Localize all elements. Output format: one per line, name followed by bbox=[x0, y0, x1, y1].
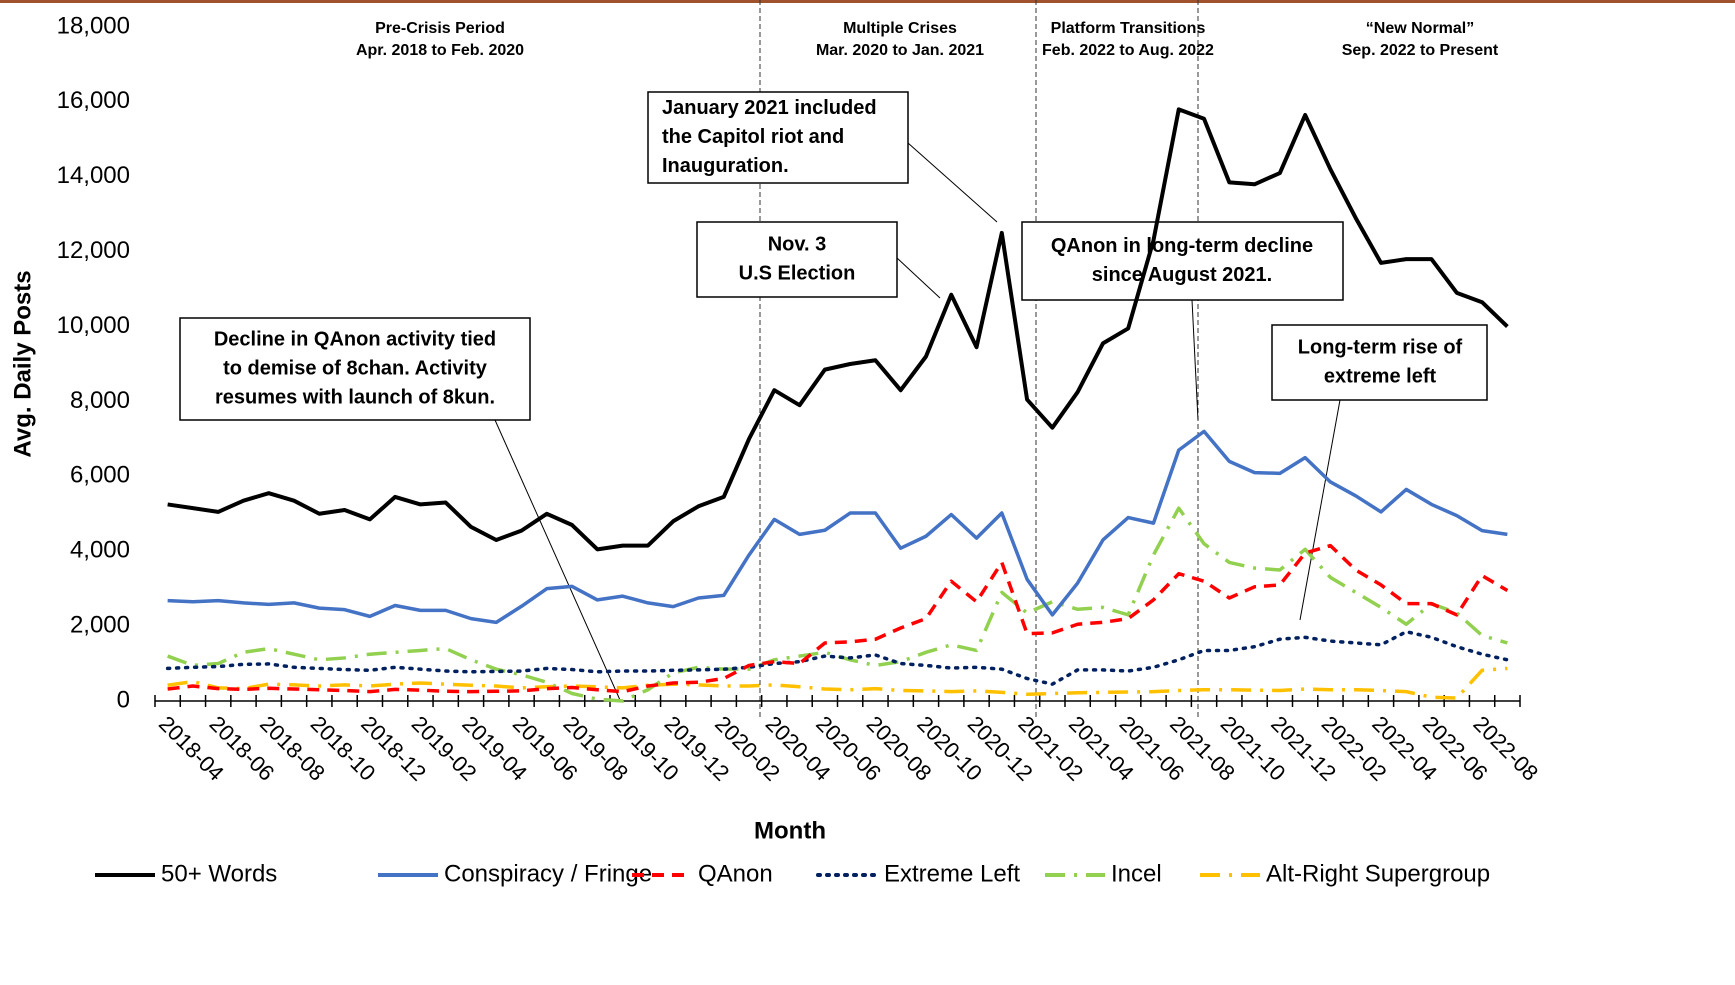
period-range: Mar. 2020 to Jan. 2021 bbox=[816, 42, 984, 59]
series-line bbox=[167, 543, 1509, 694]
leader-line bbox=[907, 142, 998, 223]
legend-label: Conspiracy / Fringe bbox=[444, 860, 652, 887]
period-name: Multiple Crises bbox=[843, 20, 957, 37]
period-name: “New Normal” bbox=[1366, 20, 1474, 37]
x-axis-label: Month bbox=[754, 817, 826, 844]
annotation-text: January 2021 included bbox=[662, 97, 877, 119]
y-tick-label: 16,000 bbox=[57, 87, 130, 114]
annotation-box bbox=[696, 221, 898, 298]
annotation-text: extreme left bbox=[1324, 365, 1437, 387]
y-tick-label: 12,000 bbox=[57, 237, 130, 264]
y-tick-label: 6,000 bbox=[70, 462, 130, 489]
y-tick-label: 18,000 bbox=[57, 12, 130, 39]
annotation-text: Nov. 3 bbox=[768, 233, 827, 255]
annotation-text: Long-term rise of bbox=[1298, 336, 1463, 358]
leader-line bbox=[896, 257, 941, 299]
period-range: Feb. 2022 to Aug. 2022 bbox=[1042, 42, 1214, 59]
period-name: Pre-Crisis Period bbox=[375, 20, 505, 37]
annotation-box bbox=[1021, 221, 1344, 301]
period-range: Sep. 2022 to Present bbox=[1342, 42, 1499, 59]
y-axis-label: Avg. Daily Posts bbox=[9, 270, 36, 457]
series-line bbox=[167, 506, 1508, 703]
series-line bbox=[167, 429, 1508, 625]
series-line bbox=[167, 666, 1508, 700]
period-range: Apr. 2018 to Feb. 2020 bbox=[356, 42, 524, 59]
y-tick-label: 14,000 bbox=[57, 162, 130, 189]
legend-label: Alt-Right Supergroup bbox=[1266, 860, 1490, 887]
legend-label: 50+ Words bbox=[161, 860, 277, 887]
annotation-box bbox=[647, 91, 909, 184]
annotation-text: Decline in QAnon activity tied bbox=[214, 328, 496, 350]
series-line bbox=[167, 107, 1509, 552]
legend-label: Incel bbox=[1111, 860, 1162, 887]
annotation-text: resumes with launch of 8kun. bbox=[215, 386, 495, 408]
series-line bbox=[165, 629, 1510, 686]
annotation-box bbox=[179, 317, 531, 421]
y-tick-label: 2,000 bbox=[70, 611, 130, 638]
top-border bbox=[0, 0, 1735, 3]
y-tick-label: 8,000 bbox=[70, 387, 130, 414]
annotation-text: U.S Election bbox=[739, 262, 856, 284]
annotation-text: since August 2021. bbox=[1092, 264, 1272, 286]
leader-line bbox=[1191, 299, 1199, 421]
annotation-text: the Capitol riot and bbox=[662, 126, 844, 148]
y-tick-label: 10,000 bbox=[57, 312, 130, 339]
annotation-text: Inauguration. bbox=[662, 155, 789, 177]
legend-label: QAnon bbox=[698, 860, 773, 887]
y-tick-label: 4,000 bbox=[70, 537, 130, 564]
annotation-box bbox=[1271, 324, 1488, 401]
annotation-text: QAnon in long-term decline bbox=[1051, 235, 1313, 257]
annotation-text: to demise of 8chan. Activity bbox=[223, 357, 488, 379]
y-tick-label: 0 bbox=[117, 686, 130, 713]
leader-line bbox=[1299, 399, 1341, 621]
legend-label: Extreme Left bbox=[884, 860, 1020, 887]
period-name: Platform Transitions bbox=[1051, 20, 1206, 37]
leader-line bbox=[494, 419, 621, 701]
